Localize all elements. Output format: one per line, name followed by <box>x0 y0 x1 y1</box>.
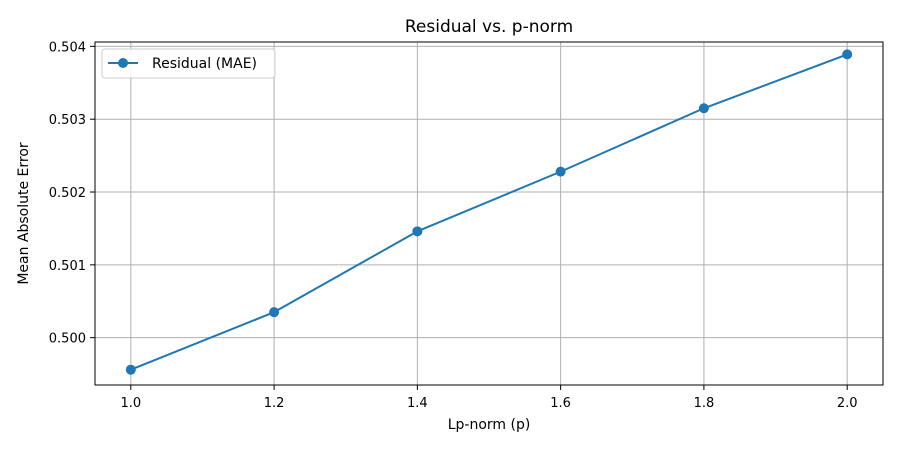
y-tick-label: 0.504 <box>49 40 86 55</box>
x-tick-label: 2.0 <box>837 396 858 411</box>
data-point-marker <box>555 166 566 177</box>
data-point-marker <box>842 49 853 60</box>
x-tick-label: 1.8 <box>694 396 715 411</box>
y-axis-label: Mean Absolute Error <box>16 142 32 285</box>
y-tick-label: 0.500 <box>49 332 86 347</box>
data-point-marker <box>125 364 136 375</box>
x-axis-label: Lp-norm (p) <box>448 417 531 433</box>
chart-title: Residual vs. p-norm <box>405 17 573 37</box>
data-point-marker <box>269 307 280 318</box>
x-tick-label: 1.4 <box>407 396 428 411</box>
series-line <box>130 53 848 371</box>
y-tick-label: 0.503 <box>49 113 86 128</box>
legend-marker-swatch <box>118 58 128 68</box>
grid <box>95 42 883 385</box>
series-layer <box>125 49 853 375</box>
legend-entry-label: Residual (MAE) <box>152 56 257 72</box>
data-point-marker <box>698 103 709 114</box>
plot-area-frame <box>94 41 884 386</box>
x-tick-label: 1.0 <box>120 396 141 411</box>
data-point-marker <box>412 226 423 237</box>
legend-box <box>101 48 276 79</box>
y-tick-label: 0.502 <box>49 186 86 201</box>
x-tick-label: 1.2 <box>264 396 285 411</box>
y-tick-label: 0.501 <box>49 259 86 274</box>
legend: Residual (MAE) <box>101 48 276 79</box>
axis-ticks: 1.0 1.2 1.4 1.6 1.8 2.0 0.500 0.501 0.502 0.503 0.… <box>49 40 858 411</box>
x-tick-label: 1.6 <box>550 396 571 411</box>
